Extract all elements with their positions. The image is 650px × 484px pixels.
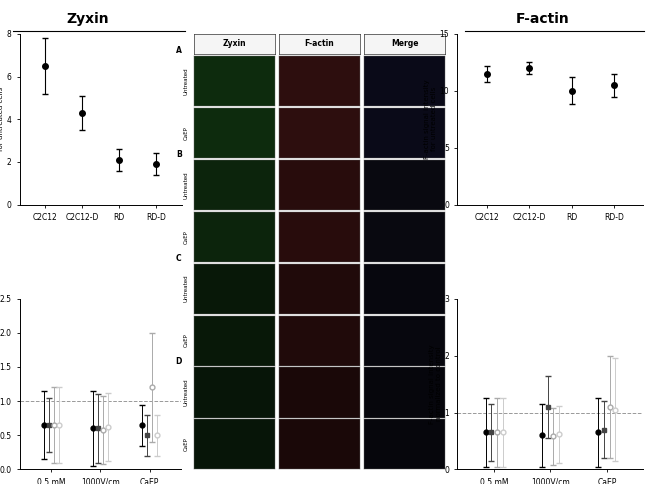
- Text: Untreated: Untreated: [183, 275, 188, 302]
- Text: C: C: [176, 254, 181, 262]
- Text: F-actin: F-actin: [516, 12, 569, 26]
- Text: D: D: [176, 358, 182, 366]
- Text: CaEP: CaEP: [183, 230, 188, 243]
- Text: CaEP: CaEP: [183, 333, 188, 348]
- Text: CaEP: CaEP: [183, 438, 188, 452]
- Text: B: B: [176, 150, 181, 159]
- Text: Merge: Merge: [391, 39, 419, 48]
- Text: F-actin: F-actin: [305, 39, 334, 48]
- Text: A: A: [176, 46, 182, 55]
- Y-axis label: Zyxin signal intensity
for untreated cells: Zyxin signal intensity for untreated cel…: [0, 82, 3, 157]
- Y-axis label: F-actin signal intensity
for untreated cells: F-actin signal intensity for untreated c…: [424, 79, 437, 159]
- Text: Untreated: Untreated: [183, 67, 188, 95]
- Text: Zyxin: Zyxin: [222, 39, 246, 48]
- Text: Untreated: Untreated: [183, 171, 188, 198]
- Text: Zyxin: Zyxin: [66, 12, 109, 26]
- Y-axis label: F-actin signal intensity
normalized to control: F-actin signal intensity normalized to c…: [428, 344, 441, 424]
- Text: Untreated: Untreated: [183, 378, 188, 406]
- Text: CaEP: CaEP: [183, 126, 188, 140]
